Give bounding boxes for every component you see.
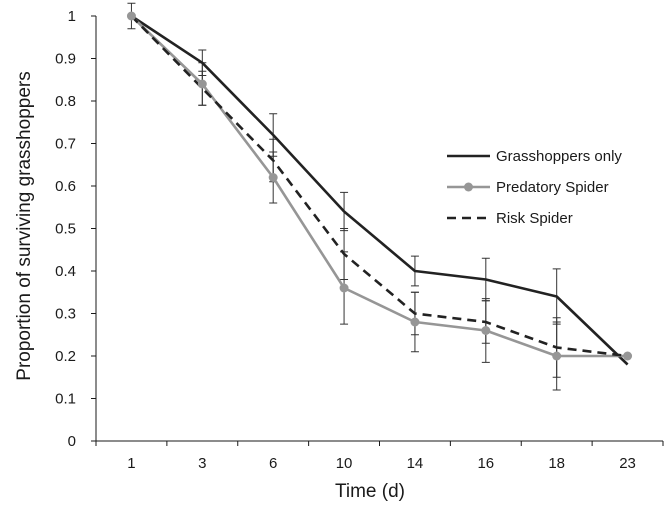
- x-tick-label: 1: [127, 455, 135, 472]
- series-line-predatory-spider: [130, 15, 628, 358]
- y-tick-label: 0.2: [55, 348, 76, 365]
- series-markers: [126, 11, 633, 361]
- data-point: [623, 351, 633, 361]
- data-point: [410, 317, 420, 327]
- legend-label: Risk Spider: [496, 210, 573, 227]
- x-tick-label: 10: [336, 455, 353, 472]
- x-tick-label: 18: [548, 455, 565, 472]
- data-point: [552, 351, 562, 361]
- x-tick-label: 16: [477, 455, 494, 472]
- legend-label: Predatory Spider: [496, 179, 609, 196]
- error-bars: [127, 2, 561, 391]
- data-point: [268, 173, 278, 182]
- y-tick-label: 0.6: [55, 178, 76, 195]
- y-tick-label: 0: [68, 433, 76, 450]
- y-tick-label: 0.9: [55, 51, 76, 68]
- legend-item: Predatory Spider: [447, 179, 609, 196]
- y-tick-label: 0.7: [55, 136, 76, 153]
- data-point: [481, 326, 491, 335]
- legend: Grasshoppers only Predatory Spider Risk Sp…: [447, 148, 622, 227]
- y-tick-label: 0.4: [55, 263, 76, 280]
- y-tick-label: 1: [68, 8, 76, 25]
- x-tick-label: 6: [269, 455, 277, 472]
- data-point: [197, 79, 207, 89]
- legend-label: Grasshoppers only: [496, 148, 622, 165]
- x-tick-label: 14: [407, 455, 424, 472]
- x-tick-label: 3: [198, 455, 206, 472]
- data-point: [339, 283, 349, 293]
- x-axis-title: Time (d): [335, 481, 405, 502]
- legend-item: Risk Spider: [447, 210, 573, 227]
- y-tick-label: 0.1: [55, 391, 76, 408]
- y-axis-title: Proportion of surviving grasshoppers: [14, 71, 35, 380]
- legend-marker: [464, 182, 473, 192]
- data-point: [126, 11, 136, 21]
- x-tick-label: 23: [619, 455, 636, 472]
- legend-item: Grasshoppers only: [447, 148, 622, 165]
- series-lines: [130, 14, 629, 366]
- y-tick-label: 0.3: [55, 306, 76, 323]
- y-tick-label: 0.5: [55, 221, 76, 238]
- series-line-risk-spider: [130, 15, 628, 358]
- series-line-grasshoppers-only: [130, 14, 629, 366]
- y-tick-label: 0.8: [55, 93, 76, 110]
- axes: 0 0.1 0.2 0.3 0.4 0.5 0.6 0.7 0.8 0.9 1 1 3 6 10 14 16 18…: [55, 8, 664, 472]
